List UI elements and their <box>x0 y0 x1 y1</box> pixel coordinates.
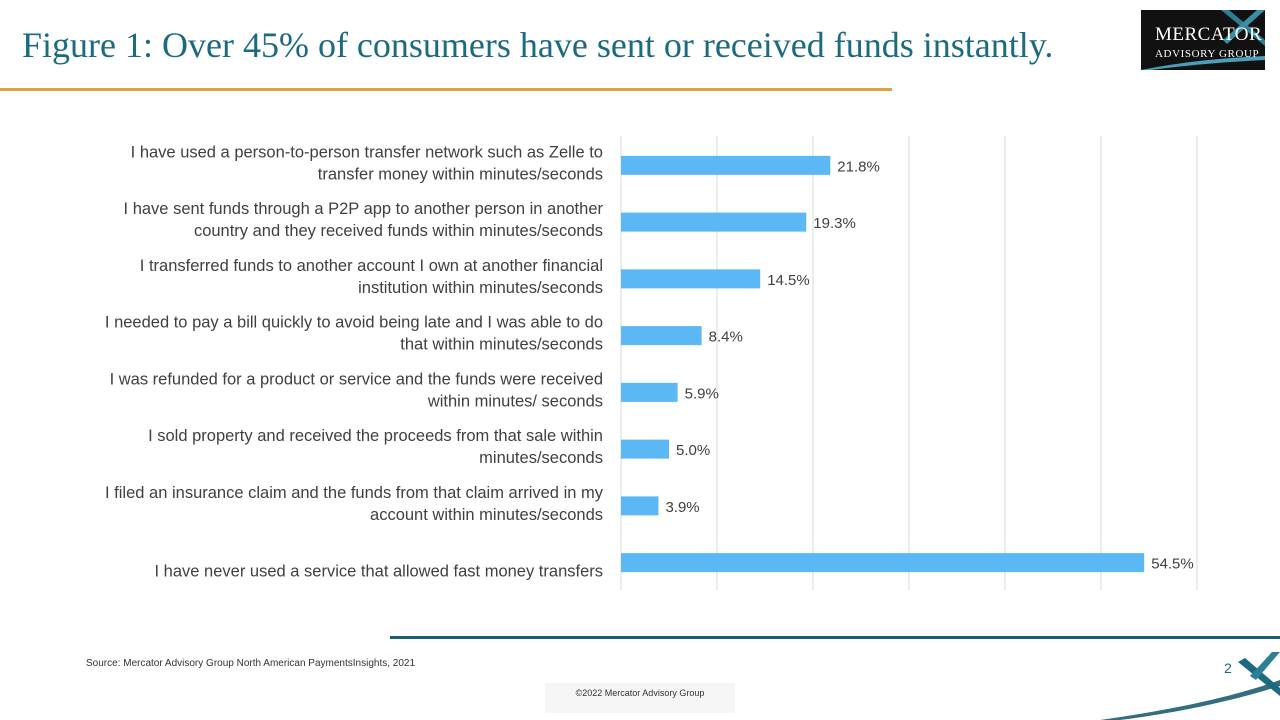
title-underline <box>0 88 892 91</box>
data-label: 19.3% <box>813 215 856 232</box>
mercator-x-logo-icon <box>1141 10 1265 70</box>
bar <box>621 553 1145 573</box>
category-label: I have used a person-to-person transfer … <box>131 143 603 161</box>
category-label: minutes/seconds <box>479 449 603 467</box>
category-label: within minutes/ seconds <box>427 392 603 410</box>
bar <box>621 269 761 289</box>
bar <box>621 382 678 402</box>
category-label: I needed to pay a bill quickly to avoid … <box>105 314 603 332</box>
category-label: that within minutes/seconds <box>400 336 603 354</box>
category-label: I was refunded for a product or service … <box>110 370 603 388</box>
category-label: account within minutes/seconds <box>370 506 603 524</box>
copyright-note: ©2022 Mercator Advisory Group <box>545 683 735 713</box>
bar <box>621 439 669 459</box>
source-note: Source: Mercator Advisory Group North Am… <box>86 658 416 669</box>
corner-swoosh-icon <box>1100 652 1280 720</box>
data-label: 5.0% <box>676 442 710 459</box>
category-label: I have sent funds through a P2P app to a… <box>124 200 604 218</box>
logo-line-1: MERCATOR <box>1155 24 1263 45</box>
data-label: 3.9% <box>665 499 699 516</box>
footer-rule <box>390 636 1280 639</box>
category-label: I sold property and received the proceed… <box>148 427 603 445</box>
category-label: institution within minutes/seconds <box>358 279 603 297</box>
mercator-logo: MERCATOR ADVISORY GROUP <box>1141 10 1265 70</box>
bar <box>621 496 659 516</box>
category-label: I filed an insurance claim and the funds… <box>105 484 604 502</box>
page-number: 2 <box>1224 660 1232 676</box>
slide-title: Figure 1: Over 45% of consumers have sen… <box>22 25 1054 65</box>
data-label: 5.9% <box>685 385 719 402</box>
category-label: country and they received funds within m… <box>194 222 603 240</box>
data-label: 54.5% <box>1151 556 1194 573</box>
category-label: I have never used a service that allowed… <box>155 563 603 581</box>
bar-chart: 21.8% I have used a person-to-person tran… <box>105 136 1198 590</box>
data-label: 14.5% <box>767 272 810 289</box>
bar <box>621 212 807 232</box>
bar <box>621 326 702 346</box>
data-label: 8.4% <box>709 329 743 346</box>
category-label: I transferred funds to another account I… <box>140 257 603 275</box>
category-label: transfer money within minutes/seconds <box>318 165 603 183</box>
data-label: 21.8% <box>837 158 880 175</box>
logo-line-2: ADVISORY GROUP <box>1155 48 1260 60</box>
bar <box>621 155 831 175</box>
